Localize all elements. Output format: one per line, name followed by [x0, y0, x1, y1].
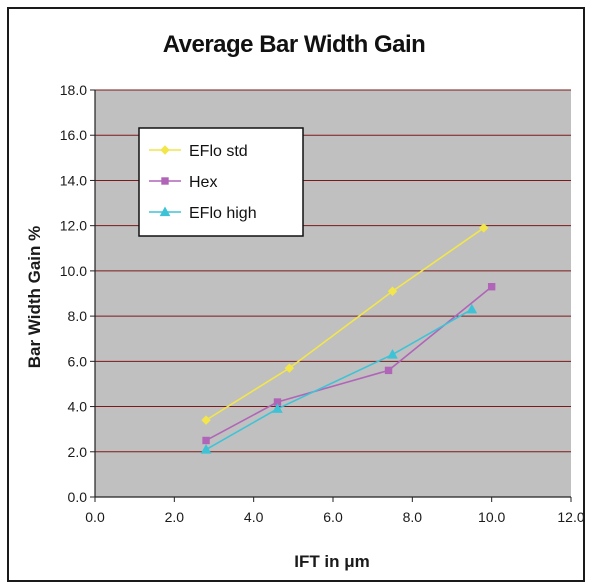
line-chart: Average Bar Width Gain 0.0 2.0 4.0 6.0 8.0 10… [25, 31, 583, 571]
x-tick-label-3: 6.0 [323, 509, 343, 525]
series-line-eflo-std [205, 227, 485, 421]
y-tick-label-0: 0.0 [68, 489, 88, 505]
y-tick-label-8: 16.0 [60, 127, 87, 143]
legend-marker-eflo-high [159, 206, 171, 217]
chart-title: Average Bar Width Gain [163, 31, 426, 58]
legend-label-hex: Hex [189, 174, 217, 191]
y-tick-label-6: 12.0 [60, 218, 87, 234]
y-tick-label-9: 18.0 [60, 82, 87, 98]
x-axis-label: IFT in μm [294, 552, 370, 571]
y-tick-label-4: 8.0 [68, 308, 88, 324]
y-tick-label-3: 6.0 [68, 353, 88, 369]
data-point-hex-3 [487, 283, 496, 291]
series-line-hex [205, 286, 493, 442]
legend-marker-eflo-std [160, 145, 170, 155]
data-point-hex-2 [384, 366, 393, 375]
chart-frame: Average Bar Width Gain 0.0 2.0 4.0 6.0 8.0 10… [7, 7, 585, 582]
data-point-eflo-std-1 [284, 363, 295, 373]
x-tick-label-0: 0.0 [85, 509, 105, 525]
y-tick-label-7: 14.0 [60, 172, 87, 188]
data-point-eflo-std-0 [201, 415, 211, 425]
data-point-eflo-std-3 [479, 223, 489, 233]
y-tick-label-1: 2.0 [68, 444, 88, 460]
x-tick-label-2: 4.0 [244, 509, 264, 525]
x-tick-label-1: 2.0 [165, 509, 185, 525]
series-line-eflo-high [205, 308, 473, 451]
data-point-eflo-std-2 [387, 286, 398, 296]
y-tick-label-2: 4.0 [68, 399, 88, 415]
y-axis-label: Bar Width Gain % [25, 226, 44, 368]
data-point-eflo-high-2 [387, 349, 398, 359]
data-point-hex-0 [202, 436, 210, 445]
x-tick-label-6: 12.0 [557, 509, 583, 525]
data-point-eflo-high-1 [272, 403, 283, 413]
legend-label-eflo-high: EFlo high [189, 205, 257, 222]
x-tick-label-5: 10.0 [478, 509, 505, 525]
x-tick-label-4: 8.0 [403, 509, 423, 525]
y-tick-label-5: 10.0 [60, 263, 87, 279]
legend-marker-hex [161, 177, 169, 185]
legend-label-eflo-std: EFlo std [189, 143, 248, 160]
data-point-eflo-high-0 [200, 443, 212, 454]
data-point-eflo-high-3 [466, 303, 478, 314]
